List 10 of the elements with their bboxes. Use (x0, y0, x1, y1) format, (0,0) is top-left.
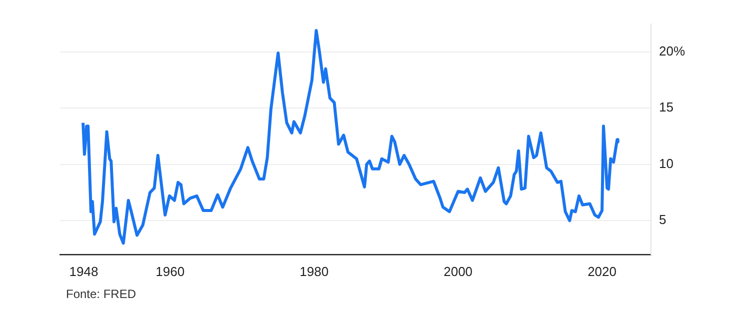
x-tick-label: 1960 (156, 264, 185, 279)
y-tick-label: 15 (658, 100, 674, 115)
y-tick-label: 10 (658, 156, 674, 171)
y-tick-label: 20% (658, 44, 686, 58)
y-tick-label: 5 (658, 212, 666, 228)
source-note: Fonte: FRED (66, 287, 138, 301)
x-tick-label: 1948 (69, 264, 98, 279)
x-tick-label: 2000 (444, 264, 473, 279)
x-tick-label: 2020 (588, 264, 616, 279)
x-tick-label: 1980 (300, 264, 329, 279)
